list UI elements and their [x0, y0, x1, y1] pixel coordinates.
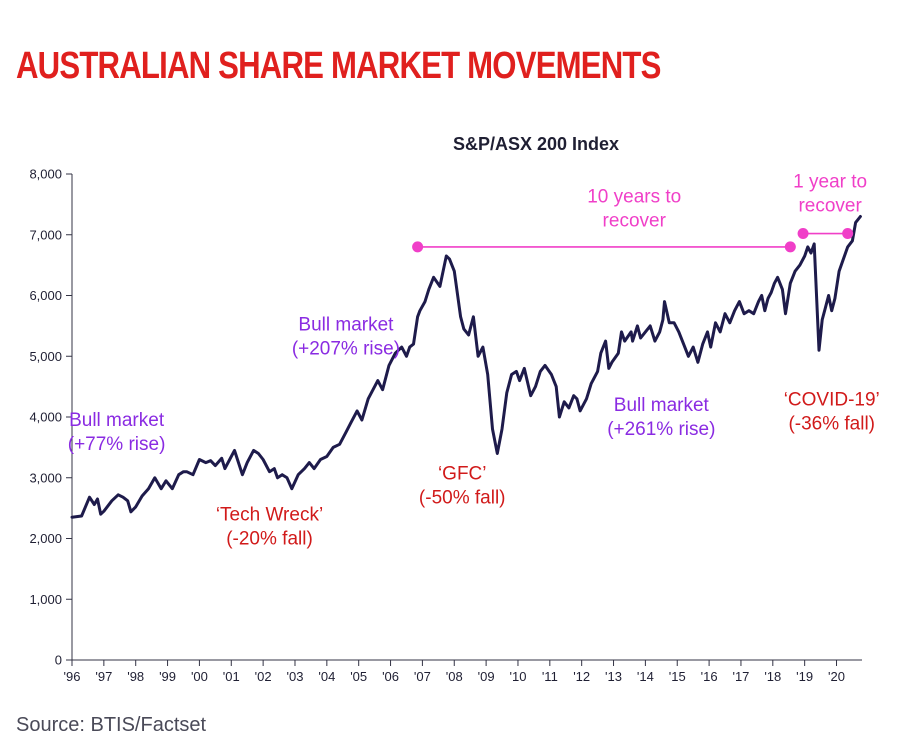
annotation-line: (+77% rise)	[68, 434, 166, 455]
x-tick-label: '17	[732, 669, 749, 684]
x-tick-label: '05	[350, 669, 367, 684]
recovery-start-point	[412, 241, 424, 253]
x-tick-label: '00	[191, 669, 208, 684]
recovery-end-point	[842, 228, 854, 240]
annotation-bear: ‘GFC’ (-50% fall)	[419, 464, 506, 509]
x-tick-label: '14	[637, 669, 654, 684]
axes: 0 1,000 2,000 3,000 4,000 5,000 6,000 7,000 8,00…	[29, 167, 862, 684]
annotation-line: (-36% fall)	[788, 413, 875, 434]
x-tick-label: '09	[478, 669, 495, 684]
annotation-line: Bull market	[298, 315, 394, 336]
annotation-line: (+207% rise)	[292, 339, 400, 360]
x-tick-label: '02	[255, 669, 272, 684]
annotation-line: 1 year to	[793, 171, 867, 192]
annotation-bear: ‘COVID-19’ (-36% fall)	[784, 389, 880, 434]
series-line-asx200	[70, 215, 862, 519]
annotation-line: Bull market	[614, 395, 710, 416]
x-tick-label: '06	[382, 669, 399, 684]
annotation-line: ‘COVID-19’	[784, 389, 880, 410]
x-tick-label: '13	[605, 669, 622, 684]
y-tick-label: 5,000	[29, 349, 62, 364]
annotation-bull: Bull market (+261% rise)	[607, 395, 715, 440]
x-tick-label: '07	[414, 669, 431, 684]
y-tick-label: 1,000	[29, 592, 62, 607]
x-tick-label: '11	[542, 669, 558, 684]
annotation-line: Bull market	[69, 410, 165, 431]
x-tick-label: '98	[127, 669, 144, 684]
annotations: Bull market (+77% rise) ‘Tech Wreck’ (-20% …	[68, 171, 880, 549]
annotation-line: recover	[798, 195, 862, 216]
annotation-bull: Bull market (+207% rise)	[292, 315, 400, 360]
y-tick-label: 6,000	[29, 288, 62, 303]
x-tick-label: '15	[669, 669, 686, 684]
recovery-end-point	[784, 241, 796, 253]
x-tick-label: '19	[796, 669, 813, 684]
annotation-bear: ‘Tech Wreck’ (-20% fall)	[216, 504, 323, 549]
y-tick-label: 0	[55, 653, 62, 668]
annotation-recover: 10 years to recover	[587, 187, 681, 232]
y-tick-label: 3,000	[29, 470, 62, 485]
y-tick-label: 8,000	[29, 167, 62, 182]
x-tick-label: '99	[159, 669, 176, 684]
annotation-line: ‘Tech Wreck’	[216, 504, 323, 525]
annotation-recover: 1 year to recover	[793, 171, 867, 216]
recovery-start-point	[797, 228, 809, 240]
annotation-line: (-50% fall)	[419, 488, 506, 509]
x-tick-label: '18	[764, 669, 781, 684]
annotation-line: (-20% fall)	[226, 528, 313, 549]
annotation-line: 10 years to	[587, 187, 681, 208]
annotation-line: recover	[603, 211, 667, 232]
x-tick-label: '97	[95, 669, 112, 684]
source-note: Source: BTIS/Factset	[16, 714, 207, 736]
x-tick-label: '12	[573, 669, 590, 684]
x-tick-label: '10	[509, 669, 526, 684]
x-tick-label: '20	[828, 669, 845, 684]
x-tick-label: '01	[223, 669, 240, 684]
y-tick-label: 7,000	[29, 227, 62, 242]
x-tick-label: '03	[287, 669, 304, 684]
annotation-line: ‘GFC’	[438, 464, 487, 485]
x-tick-label: '16	[701, 669, 718, 684]
x-tick-label: '96	[64, 669, 81, 684]
chart-title: S&P/ASX 200 Index	[453, 134, 619, 154]
annotation-line: (+261% rise)	[607, 419, 715, 440]
plot-area	[70, 215, 862, 519]
y-tick-label: 4,000	[29, 410, 62, 425]
y-tick-label: 2,000	[29, 531, 62, 546]
x-tick-label: '08	[446, 669, 463, 684]
page-title: AUSTRALIAN SHARE MARKET MOVEMENTS	[16, 45, 661, 87]
line-chart: S&P/ASX 200 Index 0 1,000 2,000 3,000 4,000 5…	[29, 134, 880, 684]
x-tick-label: '04	[318, 669, 335, 684]
annotation-bull: Bull market (+77% rise)	[68, 410, 166, 455]
